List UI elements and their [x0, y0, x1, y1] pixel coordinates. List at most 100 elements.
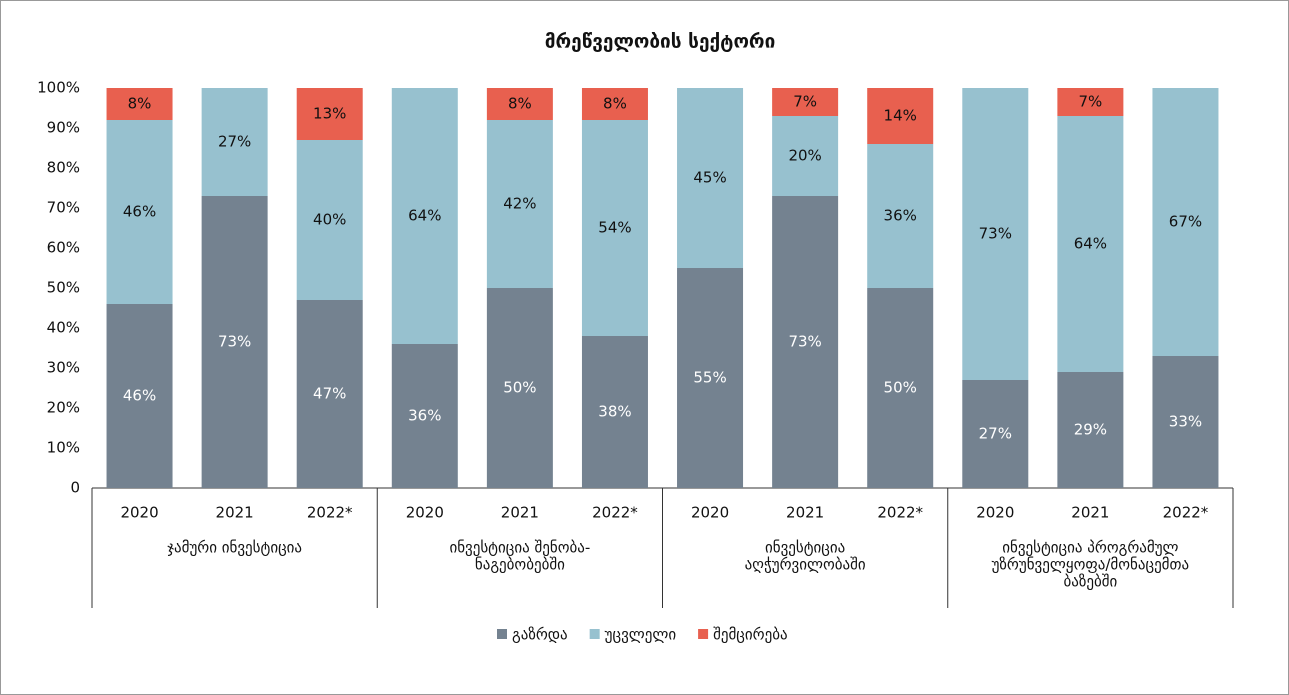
bar-segment — [1152, 88, 1219, 356]
data-label: 64% — [408, 207, 441, 225]
legend-swatch — [589, 629, 600, 639]
y-tick-label: 20% — [47, 399, 80, 417]
bar-segment — [486, 88, 553, 120]
y-tick-label: 90% — [47, 119, 80, 137]
bar-segment — [201, 196, 268, 488]
data-label: 50% — [884, 379, 917, 397]
data-label: 8% — [128, 95, 152, 113]
bar-segment — [1152, 356, 1219, 488]
data-label: 38% — [598, 403, 631, 421]
bar-segment — [201, 88, 268, 196]
legend-swatch — [497, 629, 507, 639]
data-label: 14% — [884, 107, 917, 125]
bar-segment — [581, 336, 648, 488]
bar-segment — [296, 140, 363, 300]
legend-label: გაზრდა — [512, 626, 568, 644]
data-label: 7% — [793, 93, 817, 111]
group-label: უზრუნველყოფა/მონაცემთა — [992, 556, 1190, 574]
data-label: 36% — [408, 407, 441, 425]
data-label: 67% — [1169, 213, 1202, 231]
data-label: 73% — [788, 333, 821, 351]
data-label: 20% — [788, 147, 821, 165]
bar-segment — [391, 344, 458, 488]
x-tick-label: 2021 — [501, 504, 539, 522]
bar-segment — [677, 268, 744, 488]
data-label: 73% — [979, 225, 1012, 243]
data-label: 27% — [218, 133, 251, 151]
group-label: აღჭურვილობაში — [745, 556, 866, 574]
y-tick-label: 60% — [47, 239, 80, 257]
y-tick-label: 50% — [47, 279, 80, 297]
group-label: ბაზებში — [1063, 573, 1117, 591]
group-label: ინვესტიცია შენობა- — [449, 539, 590, 557]
data-label: 33% — [1169, 413, 1202, 431]
bar-segment — [486, 120, 553, 288]
legend-label: შემცირება — [713, 626, 788, 644]
data-label: 73% — [218, 333, 251, 351]
data-label: 13% — [313, 105, 346, 123]
group-label: ინვესტიცია — [765, 539, 845, 557]
bar-segment — [296, 300, 363, 488]
data-label: 42% — [503, 195, 536, 213]
bar-segment — [106, 88, 173, 120]
bar-segment — [962, 380, 1029, 488]
bar-segment — [962, 88, 1029, 380]
y-tick-label: 70% — [47, 199, 80, 217]
data-label: 27% — [979, 425, 1012, 443]
bar-segment — [1057, 116, 1124, 372]
bar-segment — [677, 88, 744, 268]
group-label: ჯამური ინვესტიცია — [167, 539, 302, 557]
bar-segment — [296, 88, 363, 140]
bar-segment — [867, 88, 934, 144]
data-label: 55% — [693, 369, 726, 387]
data-label: 36% — [884, 207, 917, 225]
bar-segment — [391, 88, 458, 344]
legend-swatch — [698, 629, 709, 639]
data-label: 8% — [508, 95, 532, 113]
data-label: 64% — [1074, 235, 1107, 253]
x-tick-label: 2022* — [592, 504, 638, 522]
bar-segment — [106, 304, 173, 488]
bar-segment — [772, 196, 839, 488]
x-tick-label: 2022* — [1163, 504, 1209, 522]
legend-label: უცვლელი — [605, 626, 677, 644]
bar-segment — [581, 120, 648, 336]
y-tick-label: 80% — [47, 159, 80, 177]
data-label: 46% — [123, 387, 156, 405]
data-label: 40% — [313, 211, 346, 229]
chart-title: მრეწველობის სექტორი — [545, 31, 776, 53]
x-tick-label: 2022* — [877, 504, 923, 522]
data-label: 50% — [503, 379, 536, 397]
x-tick-label: 2021 — [216, 504, 254, 522]
y-tick-label: 30% — [47, 359, 80, 377]
x-tick-label: 2021 — [1071, 504, 1109, 522]
y-tick-label: 0 — [70, 479, 80, 497]
x-tick-label: 2020 — [406, 504, 444, 522]
bar-segment — [1057, 88, 1124, 116]
y-tick-label: 10% — [47, 439, 80, 457]
bar-segment — [486, 288, 553, 488]
y-tick-label: 40% — [47, 319, 80, 337]
data-label: 54% — [598, 219, 631, 237]
x-tick-label: 2020 — [120, 504, 158, 522]
x-tick-label: 2020 — [976, 504, 1014, 522]
x-tick-label: 2020 — [691, 504, 729, 522]
data-label: 7% — [1078, 93, 1102, 111]
bar-segment — [867, 144, 934, 288]
data-label: 45% — [693, 169, 726, 187]
bar-segment — [1057, 372, 1124, 488]
x-tick-label: 2021 — [786, 504, 824, 522]
bar-segment — [106, 120, 173, 304]
bar-segment — [581, 88, 648, 120]
bar-segment — [867, 288, 934, 488]
group-label: ნაგებობებში — [475, 556, 565, 574]
bar-segment — [772, 88, 839, 116]
bar-segment — [772, 116, 839, 196]
group-label: ინვესტიცია პროგრამულ — [1002, 539, 1178, 557]
data-label: 8% — [603, 95, 627, 113]
data-label: 29% — [1074, 421, 1107, 439]
x-tick-label: 2022* — [307, 504, 353, 522]
y-tick-label: 100% — [37, 79, 80, 97]
